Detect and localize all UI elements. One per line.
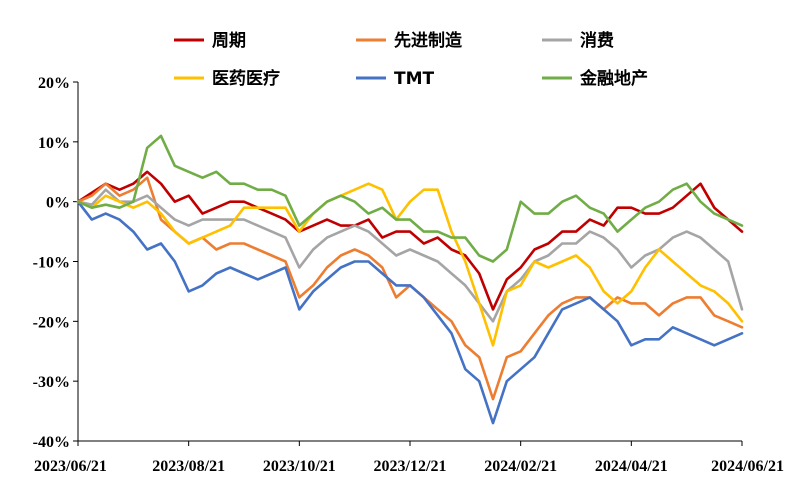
legend-label: 金融地产 (579, 68, 648, 89)
legend-label: 医药医疗 (212, 68, 280, 89)
y-tick-label: 0% (46, 195, 70, 212)
series-line-4 (76, 200, 744, 425)
x-tick-label: 2024/04/21 (595, 458, 668, 475)
legend-item-0: 周期 (174, 31, 246, 51)
x-tick-label: 2024/02/21 (484, 458, 557, 475)
legend-label: 消费 (580, 30, 614, 51)
legend-item-3: 医药医疗 (174, 68, 280, 89)
x-tick-label: 2023/06/21 (34, 458, 107, 475)
series-line-5 (76, 134, 744, 263)
legend-label: 先进制造 (394, 30, 463, 51)
y-tick-label: -30% (33, 374, 70, 391)
x-tick-label: 2024/06/21 (711, 458, 784, 475)
legend-label: 周期 (212, 31, 246, 51)
series-line-3 (76, 182, 744, 347)
series-line-2 (76, 188, 744, 323)
series-line-0 (76, 170, 744, 311)
x-tick-label: 2023/12/21 (374, 458, 447, 475)
x-tick-label: 2023/10/21 (263, 458, 336, 475)
y-axis: 20% 10% 0% -10% -20% -30% -40% (33, 75, 79, 451)
y-tick-label: -40% (33, 434, 70, 451)
legend-item-1: 先进制造 (356, 30, 463, 51)
y-tick-label: 20% (38, 75, 70, 92)
y-tick-label: -10% (33, 255, 70, 272)
legend-item-4: TMT (356, 69, 435, 89)
y-tick-label: 10% (38, 135, 70, 152)
x-axis: 2023/06/21 2023/08/21 2023/10/21 2023/12/21… (34, 440, 784, 475)
legend-item-2: 消费 (542, 30, 614, 51)
y-tick-label: -20% (33, 314, 70, 331)
x-tick-label: 2023/08/21 (152, 458, 225, 475)
legend-label: TMT (394, 69, 435, 89)
legend-item-5: 金融地产 (542, 68, 648, 89)
plot-area (76, 134, 744, 425)
